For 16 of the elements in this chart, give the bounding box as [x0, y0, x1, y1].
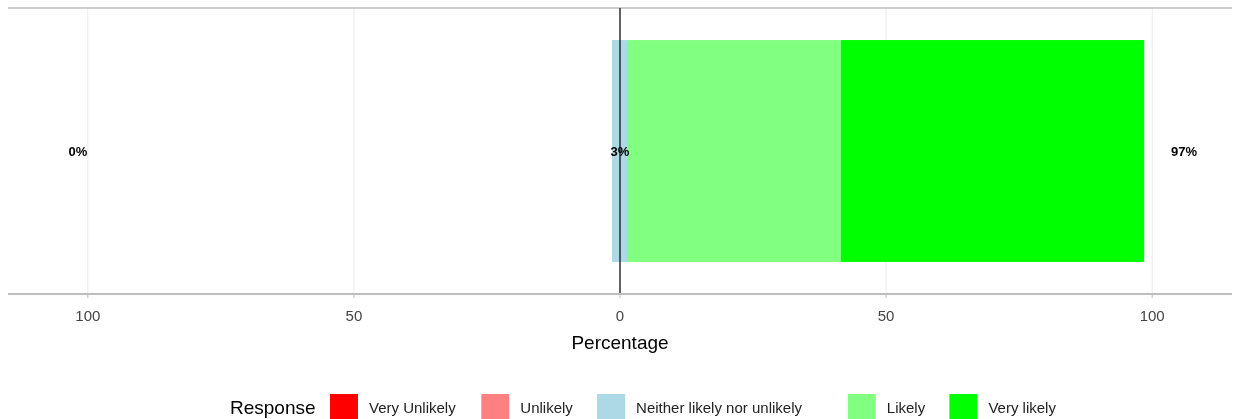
legend-label: Very Unlikely [369, 399, 457, 416]
x-axis-title: Percentage [571, 332, 669, 353]
bar [840, 40, 1145, 262]
x-tick-label: 100 [1139, 307, 1165, 324]
legend-label: Likely [886, 399, 926, 416]
annotation: 0% [68, 144, 88, 159]
x-tick-label: 0 [615, 307, 625, 324]
legend-label: Very likely [988, 399, 1057, 416]
annotation: 97% [1170, 144, 1198, 159]
legend-label: Neither likely nor unlikely [636, 399, 803, 416]
x-tick-label: 50 [877, 307, 895, 324]
x-tick-label: 50 [345, 307, 363, 324]
legend-label: Unlikely [520, 399, 574, 416]
legend-title: Response [230, 397, 316, 418]
x-tick-label: 100 [75, 307, 101, 324]
bar [627, 40, 841, 262]
